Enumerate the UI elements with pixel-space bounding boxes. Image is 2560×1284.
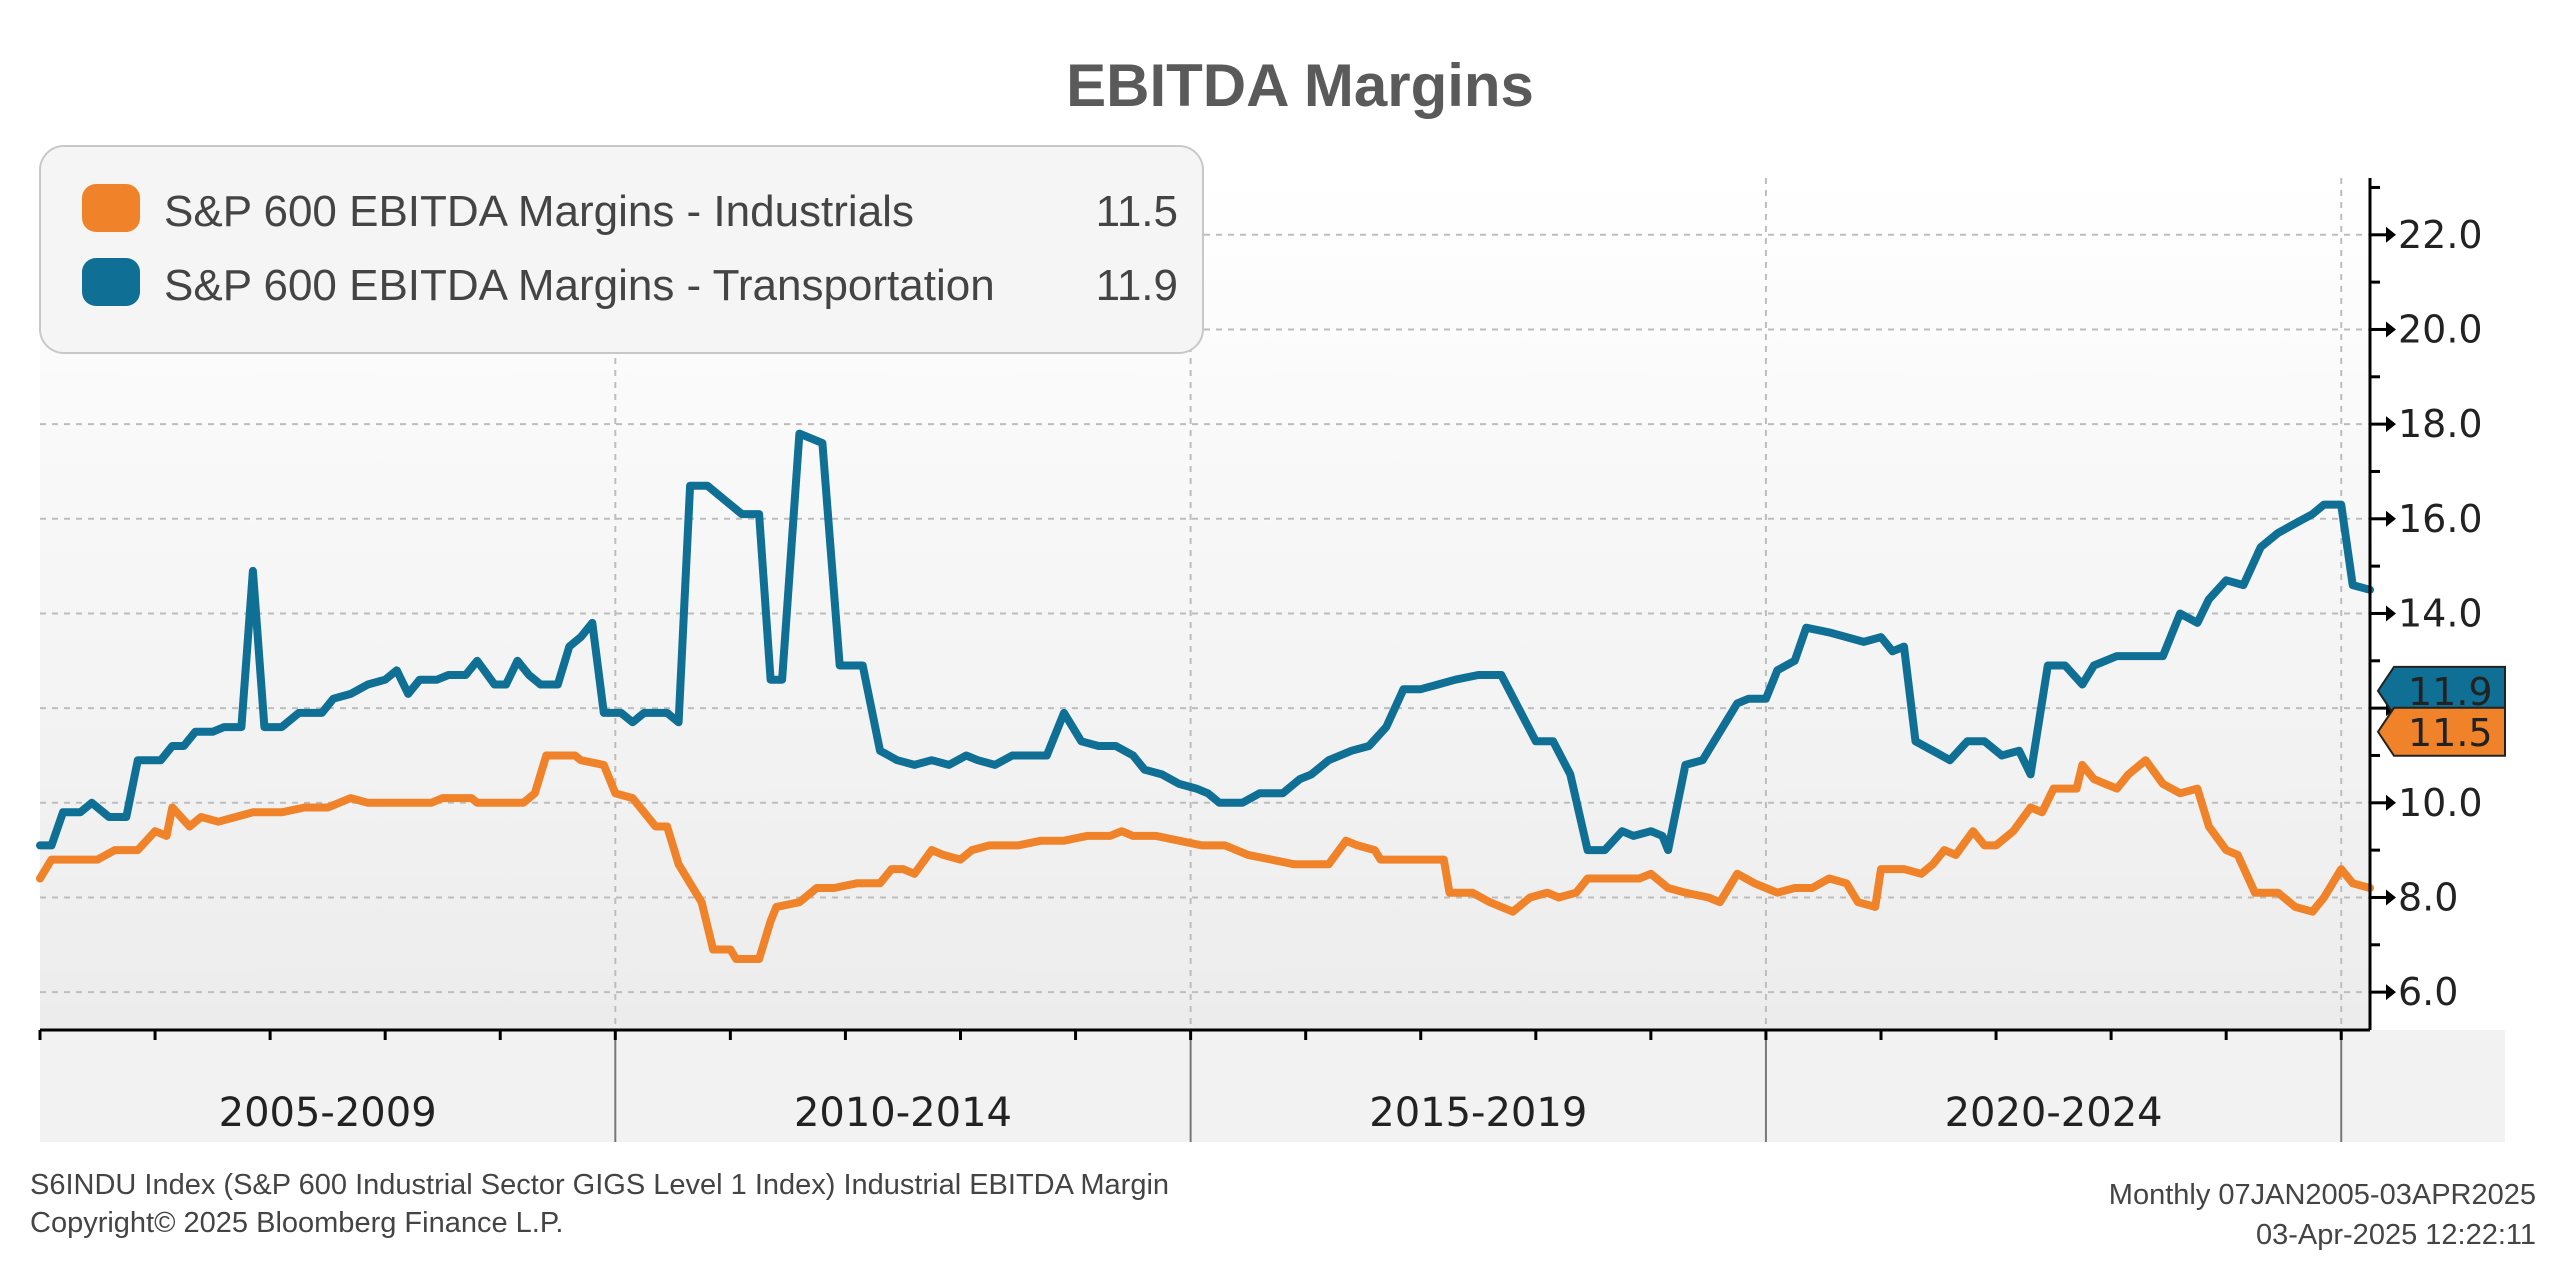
legend-value-industrials: 11.5 <box>1096 187 1178 236</box>
legend-label-transportation: S&P 600 EBITDA Margins - Transportation <box>164 261 995 310</box>
y-tick-arrow <box>2386 889 2396 906</box>
y-tick-arrow <box>2386 510 2396 527</box>
y-tick-arrow <box>2386 321 2396 338</box>
footer-timestamp: 03-Apr-2025 12:22:11 <box>2256 1219 2536 1251</box>
tag-value: 11.9 <box>2408 670 2493 714</box>
series-line-transportation <box>36 429 2374 855</box>
legend-box <box>39 145 1204 354</box>
legend-value-transportation: 11.9 <box>1096 261 1178 310</box>
y-tick-label: 16.0 <box>2398 497 2483 541</box>
y-tick-arrow <box>2386 984 2396 1001</box>
footer-copyright: Copyright© 2025 Bloomberg Finance L.P. <box>30 1207 563 1239</box>
legend-swatch-transportation <box>82 258 140 306</box>
x-category-label: 2010-2014 <box>794 1090 1012 1136</box>
y-tick-label: 6.0 <box>2398 970 2458 1014</box>
y-tick-label: 8.0 <box>2398 875 2458 919</box>
y-tick-labels: 6.08.010.012.014.016.018.020.022.0 <box>2398 213 2483 1014</box>
legend: S&P 600 EBITDA Margins - Industrials 11.… <box>39 145 1204 354</box>
legend-swatch-industrials <box>82 184 140 232</box>
y-tick-arrow <box>2386 794 2396 811</box>
x-category-label: 2005-2009 <box>219 1090 437 1136</box>
last-value-tags: 11.911.5 <box>2376 665 2506 757</box>
y-tick-label: 22.0 <box>2398 213 2483 257</box>
y-tick-label: 18.0 <box>2398 402 2483 446</box>
y-tick-arrow <box>2386 226 2396 243</box>
last-value-tag-industrials: 11.5 <box>2376 706 2506 757</box>
y-tick-label: 10.0 <box>2398 781 2483 825</box>
y-tick-arrow <box>2386 416 2396 433</box>
x-category-labels: 2005-2009 2010-2014 2015-2019 2020-2024 <box>219 1090 2163 1136</box>
axes <box>38 178 2396 1142</box>
series-lines <box>36 429 2374 963</box>
footer-period: Monthly 07JAN2005-03APR2025 <box>2109 1179 2536 1211</box>
series-line-industrials <box>36 751 2374 963</box>
legend-label-industrials: S&P 600 EBITDA Margins - Industrials <box>164 187 914 236</box>
tag-shape <box>2376 706 2506 757</box>
x-category-label: 2020-2024 <box>1945 1090 2163 1136</box>
footer-source: S6INDU Index (S&P 600 Industrial Sector … <box>30 1169 1169 1201</box>
tag-value: 11.5 <box>2408 711 2493 755</box>
x-category-label: 2015-2019 <box>1369 1090 1587 1136</box>
y-tick-label: 20.0 <box>2398 307 2483 351</box>
y-tick-label: 14.0 <box>2398 591 2483 635</box>
last-value-tag-transportation: 11.9 <box>2376 665 2506 716</box>
x-axis-band <box>40 1030 2505 1142</box>
chart-title: EBITDA Margins <box>1066 52 1534 119</box>
y-tick-arrow <box>2386 605 2396 622</box>
